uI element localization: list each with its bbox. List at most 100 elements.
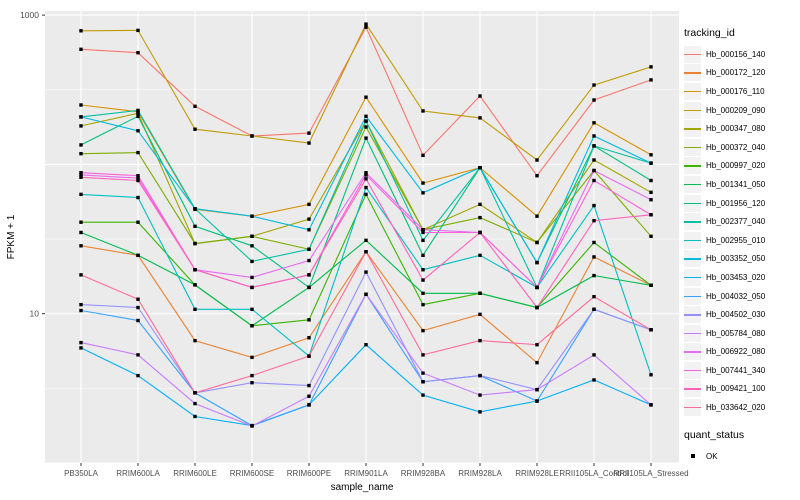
legend-key-line-icon [684, 239, 701, 242]
data-point [478, 166, 482, 170]
legend-key [684, 250, 701, 268]
data-point [478, 312, 482, 317]
data-point [478, 202, 482, 207]
data-point [307, 354, 311, 358]
data-point [421, 181, 425, 185]
data-point [364, 250, 368, 254]
x-tick-label: RRIM928LE [515, 469, 559, 478]
data-point [478, 291, 482, 295]
legend-items: Hb_000156_140 Hb_000172_120 Hb_000176_110 H… [684, 45, 800, 417]
legend-key-line-icon [684, 276, 701, 279]
data-point [307, 258, 311, 263]
legend-item-label: Hb_006922_080 [706, 347, 766, 357]
data-point [136, 178, 140, 183]
x-tick-label: RRIM600PE [287, 469, 331, 478]
data-point [79, 308, 83, 313]
data-point [478, 373, 482, 378]
legend-key [684, 306, 701, 324]
data-point [307, 383, 311, 388]
data-point [136, 50, 140, 55]
data-point [535, 260, 539, 265]
legend-item-label: Hb_000347_080 [706, 124, 766, 134]
legend-item-label: Hb_007441_340 [706, 365, 766, 375]
data-point [193, 401, 197, 406]
data-point [478, 393, 482, 397]
data-point [421, 371, 425, 375]
data-point [421, 278, 425, 282]
legend-item: Hb_009421_100 [684, 380, 800, 399]
data-point [478, 253, 482, 258]
legend-key-line-icon [684, 407, 701, 409]
point-marker-icon [690, 454, 695, 459]
data-point [592, 158, 596, 162]
data-point [535, 285, 539, 290]
legend-panel: tracking_id Hb_000156_140 Hb_000172_120 Hb… [684, 27, 800, 465]
data-point [79, 340, 83, 345]
data-point [592, 378, 596, 382]
data-point [250, 244, 254, 248]
legend-item-label: Hb_033642_020 [706, 403, 766, 413]
data-point [421, 353, 425, 357]
data-point [592, 307, 596, 312]
data-point [421, 291, 425, 295]
legend-item: Hb_004502_030 [684, 305, 800, 324]
data-point [79, 47, 83, 52]
data-point [79, 151, 83, 156]
data-point [307, 141, 311, 145]
legend-title: tracking_id [684, 27, 735, 39]
data-point [649, 78, 653, 82]
data-point [79, 115, 83, 119]
data-point [421, 191, 425, 195]
y-tick-label: 10 [30, 309, 40, 319]
legend-item-label: Hb_005784_080 [706, 328, 766, 338]
legend-item-label: Hb_000156_140 [706, 49, 766, 59]
data-point [478, 94, 482, 98]
data-point [193, 414, 197, 419]
data-point [79, 273, 83, 277]
data-point [421, 238, 425, 243]
data-point [592, 98, 596, 102]
legend-item-label: Hb_000372_040 [706, 142, 766, 152]
legend-item-label: Hb_000172_120 [706, 68, 766, 78]
x-tick-label: RRIM600LA [116, 469, 160, 478]
data-point [193, 241, 197, 246]
legend-item: Hb_005784_080 [684, 324, 800, 343]
y-axis-title: FPKM + 1 [6, 214, 17, 259]
legend-key-line-icon [684, 388, 701, 390]
data-point [136, 150, 140, 155]
data-point [307, 247, 311, 251]
legend-key-line-icon [684, 221, 701, 223]
data-point [649, 190, 653, 195]
x-tick-label: RRII105LA_Stressed [613, 469, 688, 478]
data-point [364, 238, 368, 243]
data-point [364, 125, 368, 129]
data-point [535, 305, 539, 310]
data-point [649, 65, 653, 69]
legend-key [684, 361, 701, 379]
data-point [535, 399, 539, 403]
data-point [421, 228, 425, 232]
legend-key-line-icon [684, 72, 701, 74]
legend-key [684, 194, 701, 212]
legend-item: Hb_001341_050 [684, 175, 800, 194]
data-point [592, 83, 596, 87]
data-point [307, 394, 311, 398]
data-point [136, 28, 140, 33]
data-point [649, 213, 653, 217]
data-point [364, 270, 368, 274]
legend-key [684, 231, 701, 249]
data-point [193, 283, 197, 287]
legend-key [684, 157, 701, 175]
legend-key [684, 343, 701, 361]
data-point [421, 109, 425, 113]
data-point [592, 178, 596, 183]
data-point [250, 285, 254, 290]
legend-item-label: Hb_003352_050 [706, 254, 766, 264]
legend-key [684, 101, 701, 119]
data-point [649, 153, 653, 157]
legend-key-line-icon [684, 165, 701, 167]
data-point [136, 220, 140, 224]
legend-key [684, 324, 701, 342]
data-point [79, 143, 83, 147]
data-point [250, 355, 254, 360]
